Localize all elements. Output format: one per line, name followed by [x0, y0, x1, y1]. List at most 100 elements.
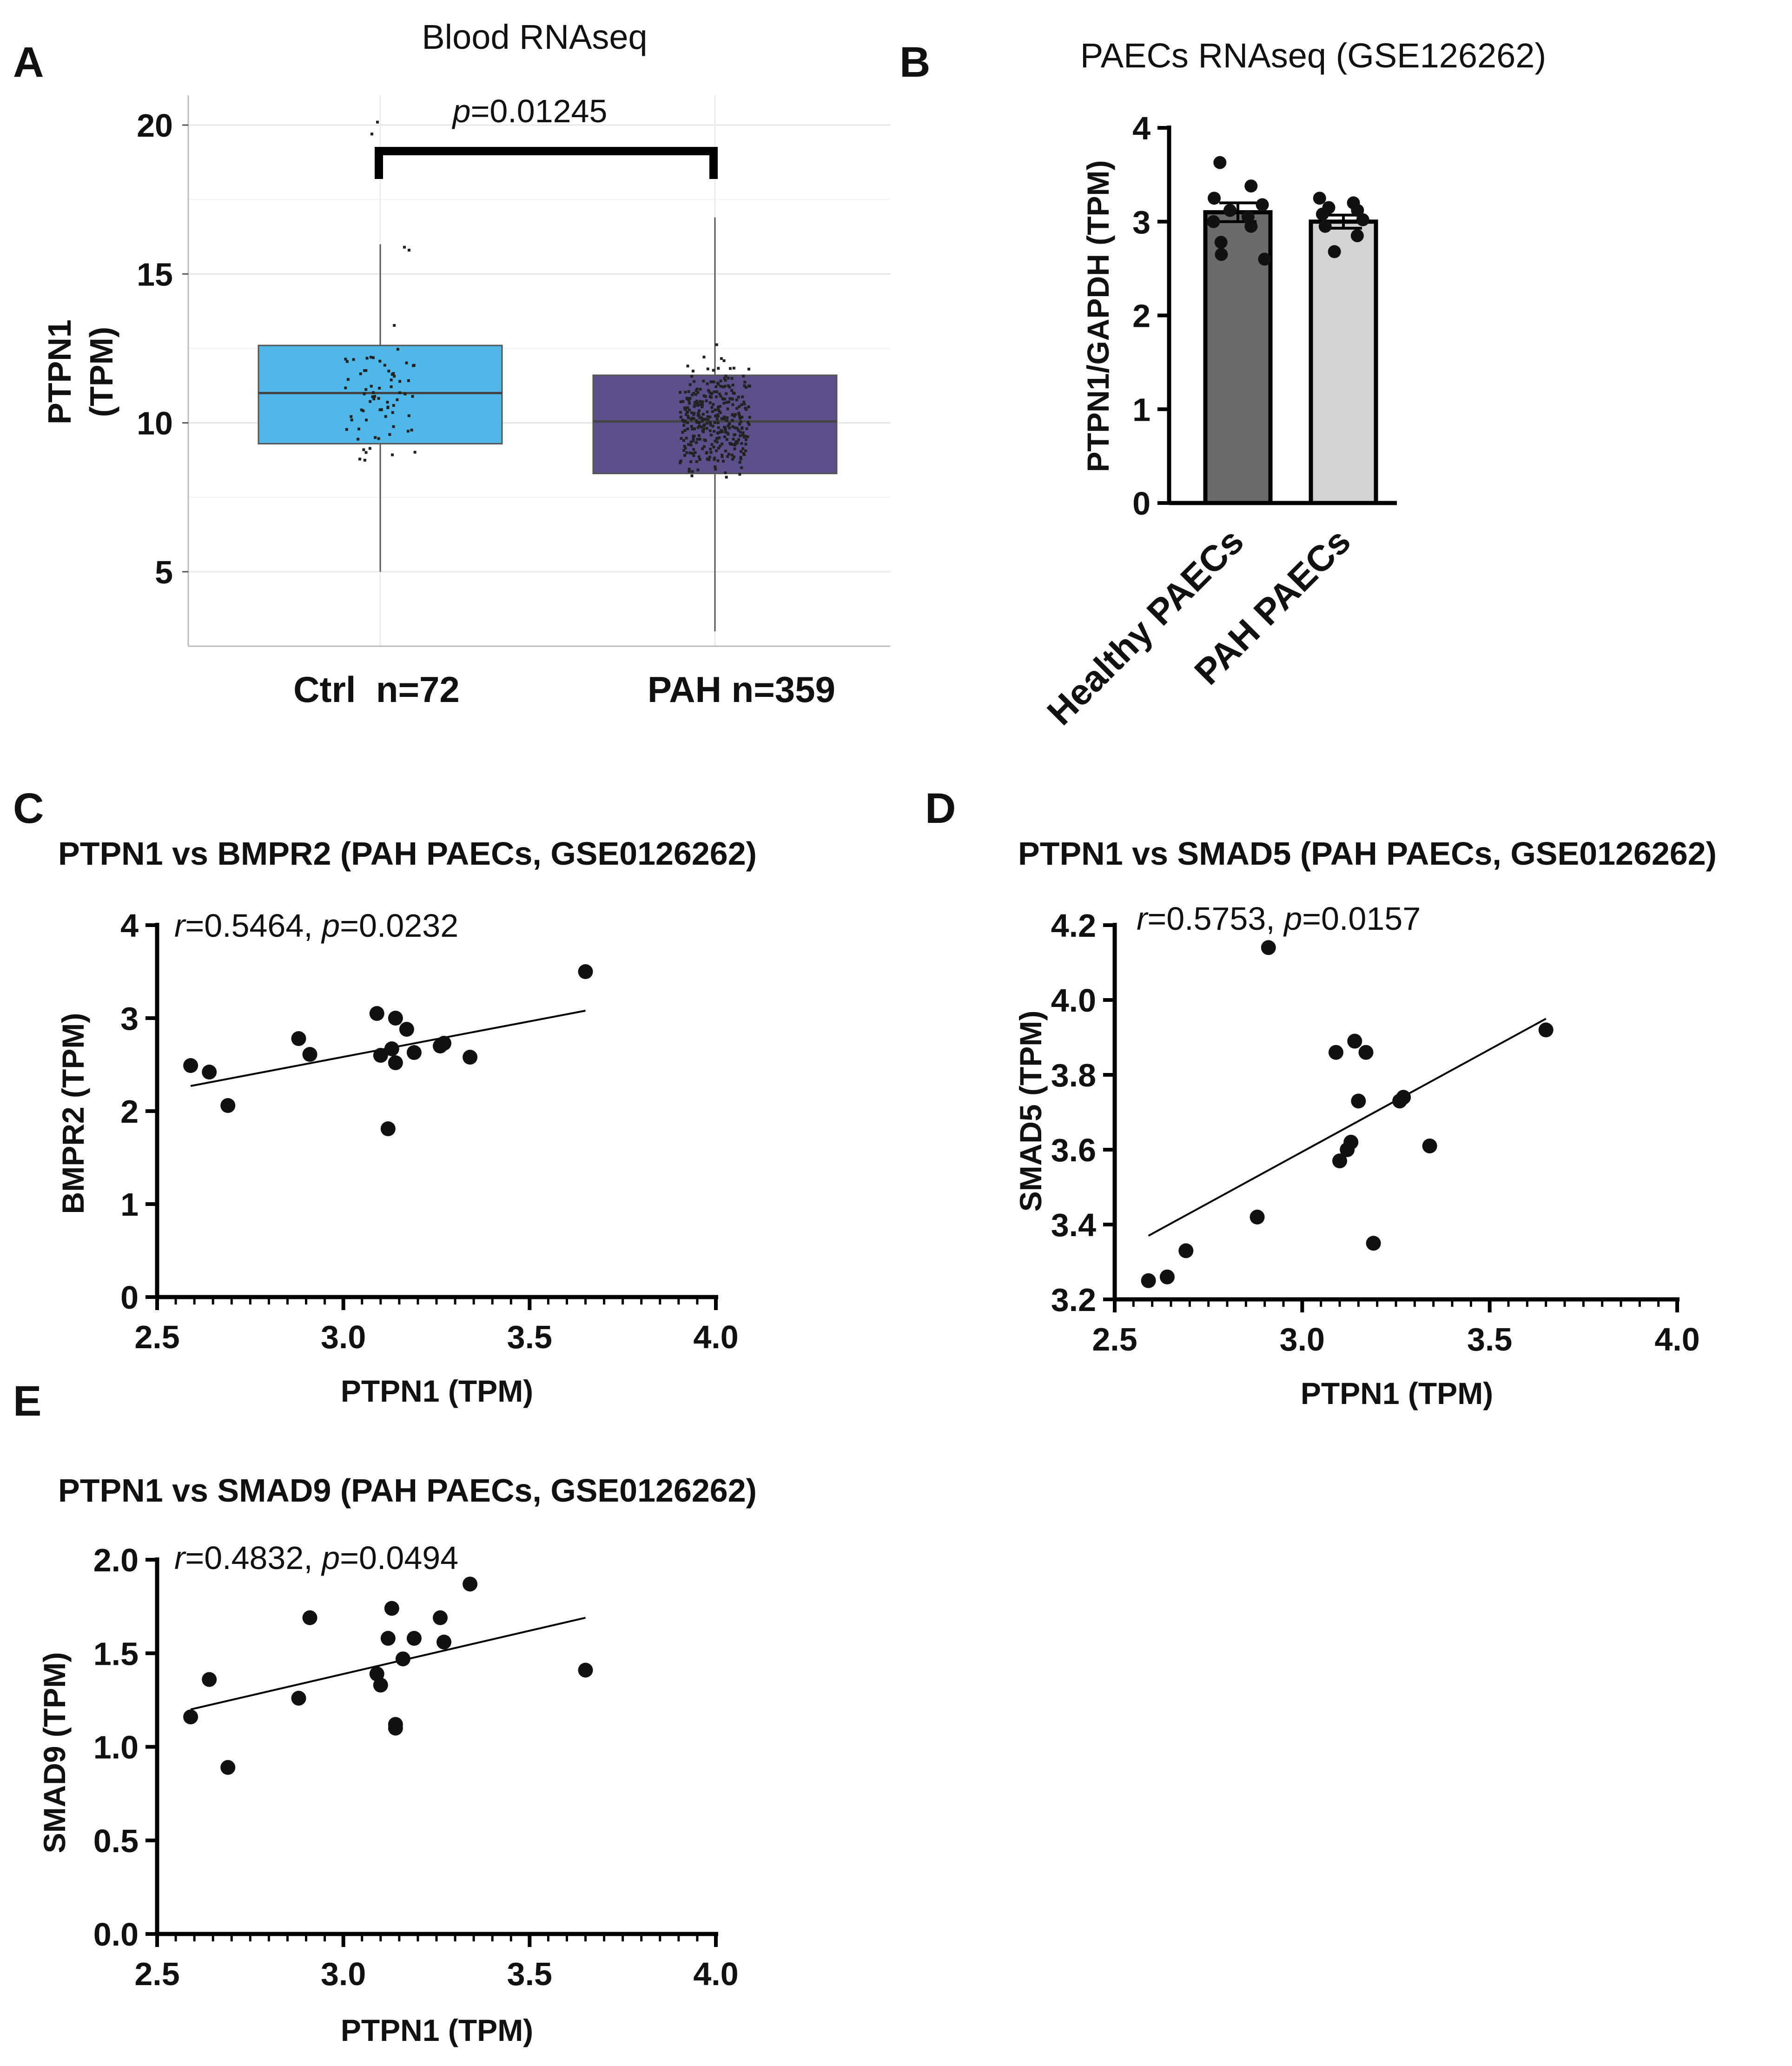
- scatter-y-tick-label: 3.6: [1051, 1132, 1096, 1168]
- panel-a-data-point: [696, 468, 700, 471]
- panel-a-data-point: [720, 417, 723, 420]
- panel-a-data-point: [410, 429, 413, 432]
- panel-a-data-point: [364, 451, 368, 454]
- scatter-data-point: [1250, 1209, 1265, 1225]
- panel-a-data-point: [380, 408, 383, 411]
- panel-a-data-point: [701, 403, 704, 406]
- panel-a-y-tick-label: 10: [137, 405, 173, 442]
- scatter-data-point: [384, 1041, 399, 1056]
- panel-a-data-point: [719, 384, 722, 388]
- panel-a-data-point: [392, 404, 395, 407]
- panel-a-data-point: [371, 395, 374, 398]
- scatter-y-tick-label: 4.0: [1051, 982, 1096, 1019]
- panel-a-data-point: [688, 383, 692, 386]
- regression-line: [1148, 1018, 1547, 1237]
- significance-bracket: [375, 147, 718, 179]
- panel-a-data-point: [740, 442, 743, 445]
- panel-a-data-point: [721, 455, 724, 458]
- panel-a-data-point: [715, 440, 719, 444]
- panel-a-data-point: [738, 473, 741, 476]
- panel-a-data-point: [727, 400, 731, 404]
- scatter-data-point: [202, 1065, 217, 1079]
- panel-a-data-point: [364, 369, 368, 372]
- panel-a-data-point: [377, 397, 380, 400]
- panel-a-data-point: [731, 457, 734, 461]
- panel-a-data-point: [717, 367, 720, 370]
- panel-a-data-point: [679, 416, 682, 419]
- panel-a-data-point: [695, 419, 698, 422]
- panel-a-data-point: [719, 379, 722, 383]
- panel-a-data-point: [697, 455, 701, 458]
- panel-a-data-point: [727, 452, 730, 456]
- panel-a-data-point: [688, 470, 691, 473]
- panel-a-data-point: [696, 426, 700, 429]
- panel-a-data-point: [716, 421, 720, 424]
- scatter-x-tick-label: 2.5: [134, 1956, 179, 1992]
- panel-a-data-point: [726, 407, 729, 411]
- panel-a-data-point: [391, 411, 394, 414]
- panel-a-data-point: [742, 374, 745, 377]
- panel-a-data-point: [716, 459, 720, 462]
- panel-a-data-point: [713, 421, 716, 424]
- panel-a-data-point: [732, 437, 735, 441]
- panel-a-data-point: [740, 403, 743, 406]
- panel-d-title: PTPN1 vs SMAD5 (PAH PAECs, GSE0126262): [1018, 835, 1717, 872]
- panel-b-y-tick-label: 0: [1132, 485, 1151, 522]
- panel-a-data-point: [695, 399, 698, 403]
- panel-a-data-point: [707, 418, 710, 422]
- scatter-y-tick-label: 0: [120, 1279, 139, 1316]
- scatter-data-point: [302, 1610, 317, 1625]
- panel-a-data-point: [352, 358, 355, 361]
- panel-a-data-point: [731, 419, 734, 422]
- panel-a-data-point: [733, 455, 736, 458]
- panel-a-data-point: [723, 397, 727, 401]
- panel-a-data-point: [714, 385, 718, 389]
- panel-a-data-point: [706, 367, 709, 371]
- panel-a-y-ticks: 5 10 15 20: [137, 107, 188, 590]
- panel-b-data-point: [1214, 236, 1228, 249]
- panel-a-data-point: [405, 361, 408, 364]
- panel-a-data-point: [716, 431, 719, 435]
- panel-a-data-point: [693, 380, 696, 383]
- panel-a-data-point: [727, 432, 730, 436]
- panel-c: C PTPN1 vs BMPR2 (PAH PAECs, GSE0126262)…: [13, 785, 757, 1408]
- scatter-data-point: [380, 1631, 396, 1646]
- scatter-data-point: [1358, 1045, 1374, 1060]
- panel-a-data-point: [679, 391, 682, 394]
- scatter-data-point: [1159, 1269, 1175, 1285]
- panel-a-data-point: [686, 427, 689, 430]
- panel-a-data-point: [722, 417, 726, 421]
- panel-a-data-point: [686, 364, 689, 368]
- panel-a-data-point: [685, 413, 688, 416]
- panel-a-data-point: [372, 397, 376, 401]
- panel-b-y-tick-label: 2: [1132, 298, 1151, 334]
- scatter-data-point: [436, 1635, 452, 1650]
- panel-a-data-point: [723, 415, 726, 418]
- panel-a-significance-bracket: p=0.01245: [375, 93, 718, 179]
- panel-a-data-point: [694, 389, 698, 392]
- panel-a-data-point: [740, 466, 743, 469]
- panel-a-data-point: [413, 450, 417, 454]
- panel-a-data-point: [735, 398, 738, 402]
- panel-a-data-point: [740, 450, 743, 453]
- panel-a-data-point: [388, 433, 391, 436]
- panel-a-data-point: [733, 433, 736, 437]
- panel-a-data-point: [744, 438, 747, 441]
- panel-b-data-point: [1215, 248, 1228, 261]
- panel-a-data-point: [684, 391, 687, 394]
- panel-a-y-tick-label: 20: [137, 107, 173, 144]
- panel-b-data-point: [1318, 219, 1332, 233]
- panel-a-data-point: [679, 459, 682, 463]
- panel-a-data-point: [712, 369, 715, 372]
- panel-a-data-point: [743, 384, 746, 387]
- panel-a-data-point: [732, 366, 735, 370]
- panel-b-data-point: [1244, 179, 1258, 193]
- panel-a-data-point: [734, 442, 737, 445]
- scatter-data-point: [433, 1610, 448, 1625]
- panel-b-bar-pah: [1309, 219, 1378, 505]
- panel-a-data-point: [699, 388, 702, 391]
- panel-a-data-point: [690, 411, 694, 415]
- panel-a-data-point: [708, 416, 712, 419]
- panel-a-data-point: [715, 417, 719, 421]
- panel-a-data-point: [733, 415, 736, 418]
